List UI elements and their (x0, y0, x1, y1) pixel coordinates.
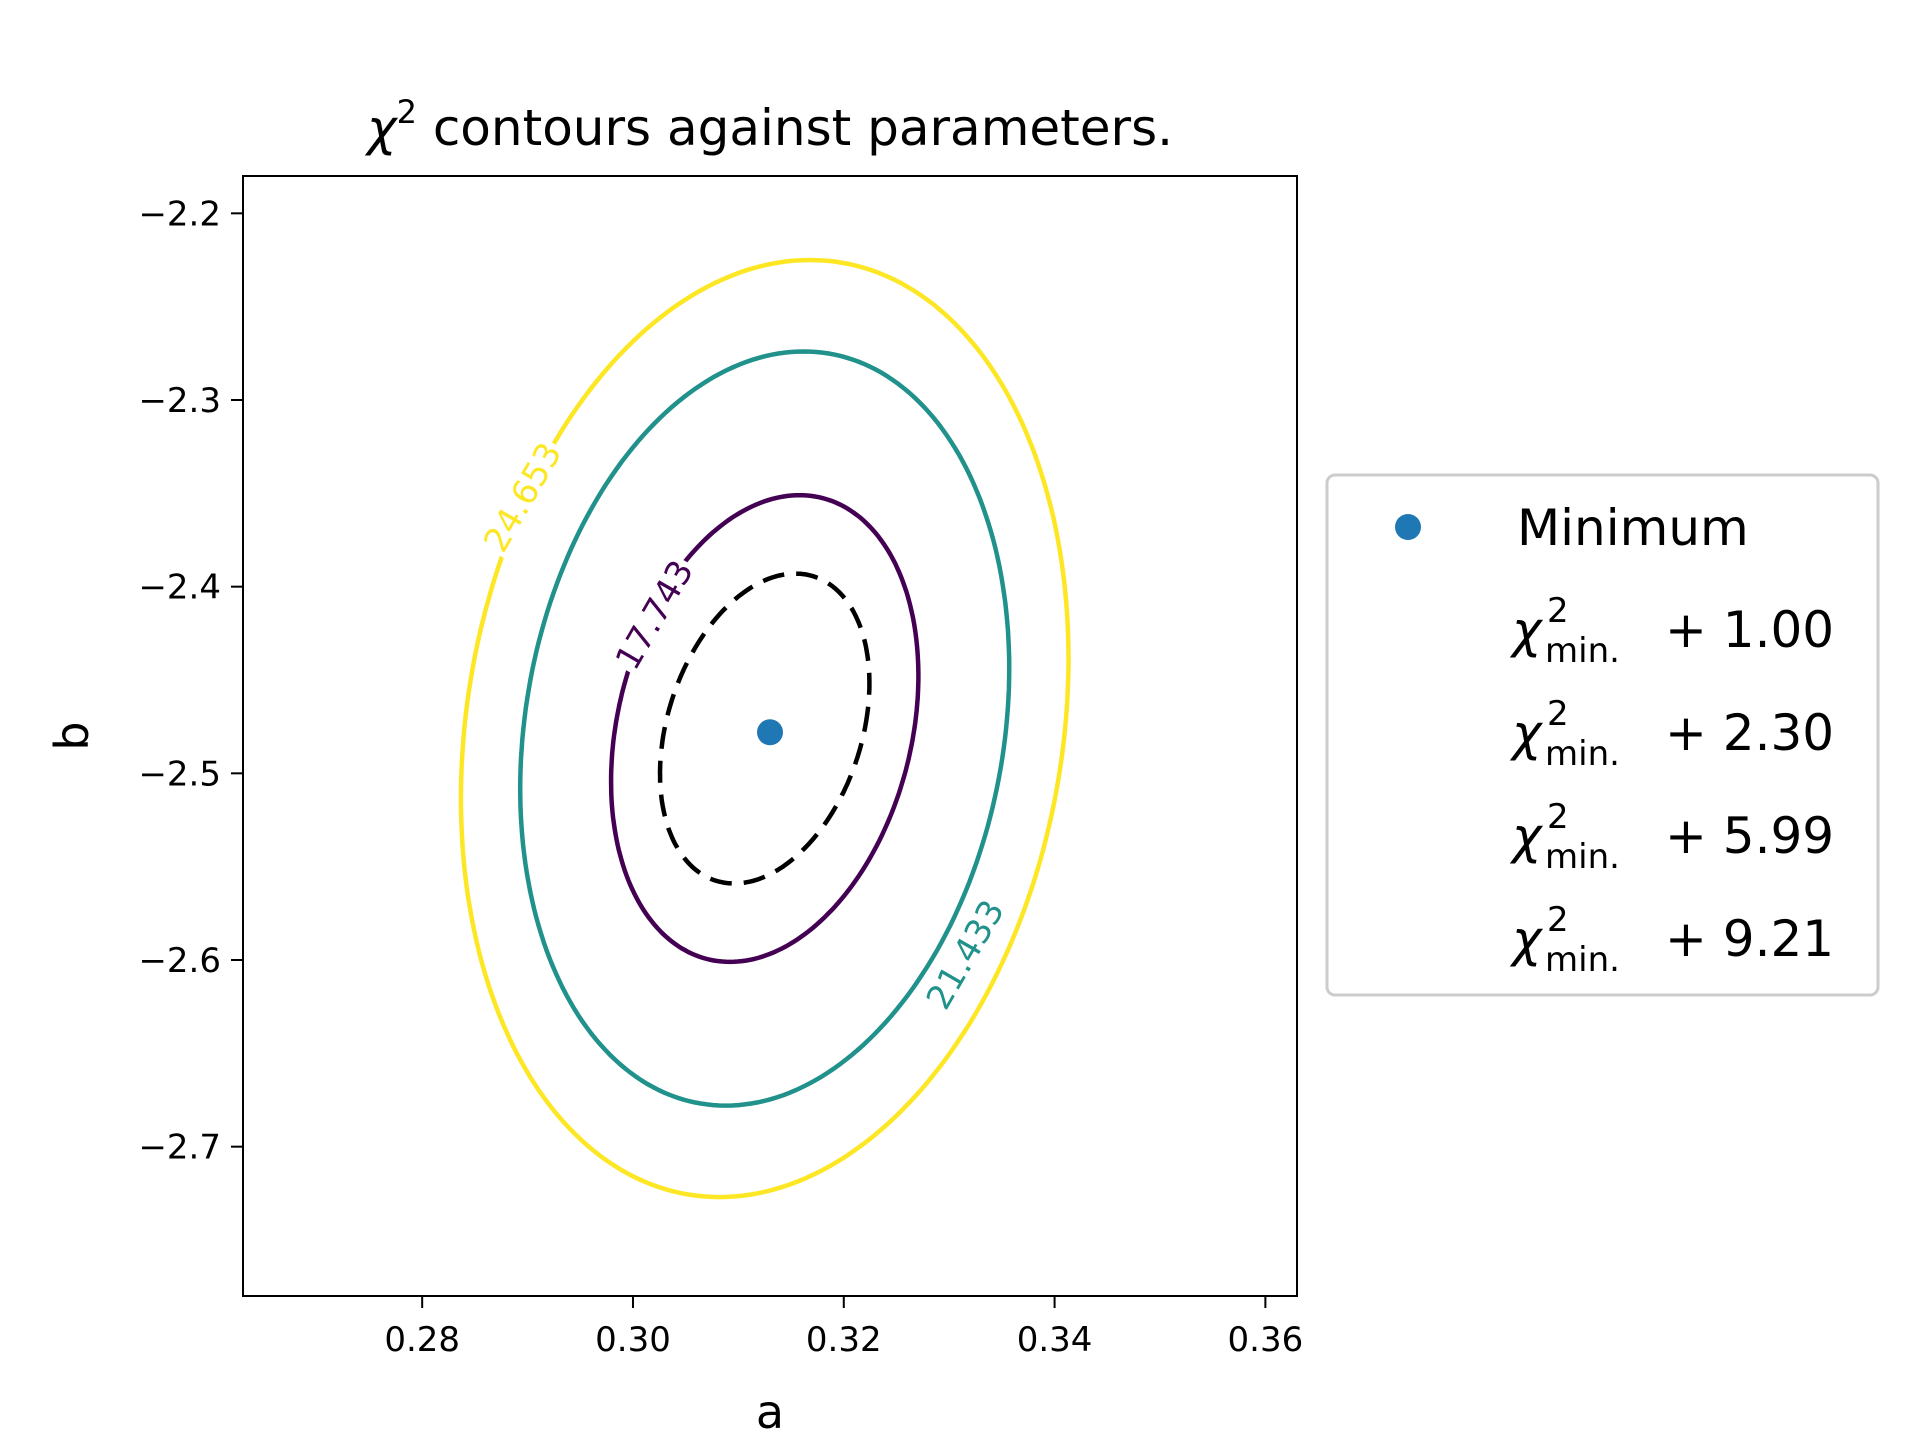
legend-chi-sub: min. (1545, 631, 1620, 671)
y-tick-label: −2.2 (138, 194, 221, 234)
legend-chi-sup: 2 (1547, 694, 1569, 734)
x-axis-label: a (756, 1385, 784, 1439)
legend-chi-sub: min. (1545, 837, 1620, 877)
title-chi: χ (364, 99, 399, 157)
contour-line-24.653 (458, 257, 1071, 1200)
legend-chi-sub: min. (1545, 734, 1620, 774)
x-tick-label: 0.36 (1228, 1320, 1304, 1360)
x-tick-label: 0.34 (1017, 1320, 1093, 1360)
y-tick-label: −2.6 (138, 941, 221, 981)
x-tick-label: 0.30 (595, 1320, 671, 1360)
legend-chi-sup: 2 (1547, 900, 1569, 940)
x-tick-label: 0.32 (806, 1320, 882, 1360)
title-text: contours against parameters. (417, 99, 1173, 157)
legend-label-minimum: Minimum (1517, 499, 1749, 557)
y-tick-label: −2.4 (138, 568, 221, 608)
legend-chi-symbol: χ (1509, 704, 1544, 762)
legend-chi-sup: 2 (1547, 797, 1569, 837)
x-axis-ticks: 0.28 0.30 0.32 0.34 0.36 (384, 1296, 1303, 1360)
chart-title: χ2 contours against parameters. (364, 93, 1173, 157)
legend-chi-symbol: χ (1509, 910, 1544, 968)
title-chi-sup: 2 (397, 93, 417, 131)
minimum-point-layer (757, 719, 783, 746)
contour-lines (458, 257, 1071, 1200)
legend-chi-sup: 2 (1547, 591, 1569, 631)
axes-frame (242, 175, 1298, 1297)
legend-chi-value: + 2.30 (1665, 704, 1834, 762)
legend-chi-value: + 5.99 (1665, 807, 1834, 865)
contour-line-chi2-min-plus-1 (657, 571, 872, 886)
contour-line-17.743 (608, 492, 921, 965)
contour-line-21.433 (517, 349, 1012, 1108)
legend-chi-symbol: χ (1509, 601, 1544, 659)
contour-label-gap (604, 549, 705, 680)
contour-label-gap (914, 889, 1016, 1020)
y-tick-label: −2.3 (138, 381, 221, 421)
y-tick-label: −2.5 (138, 754, 221, 794)
legend-chi-value: + 1.00 (1665, 601, 1834, 659)
legend-chi-sub: min. (1545, 940, 1620, 980)
legend-frame (1325, 473, 1880, 997)
legend-marker-minimum (1395, 514, 1421, 540)
y-axis-label: b (45, 721, 99, 750)
minimum-point (757, 719, 783, 746)
contour-label-gap (472, 432, 573, 562)
legend-chi-symbol: χ (1509, 807, 1544, 865)
y-tick-label: −2.7 (138, 1128, 221, 1168)
y-axis-ticks: −2.2 −2.3 −2.4 −2.5 −2.6 −2.7 (138, 194, 243, 1168)
legend-chi-value: + 9.21 (1665, 910, 1834, 968)
x-tick-label: 0.28 (384, 1320, 460, 1360)
